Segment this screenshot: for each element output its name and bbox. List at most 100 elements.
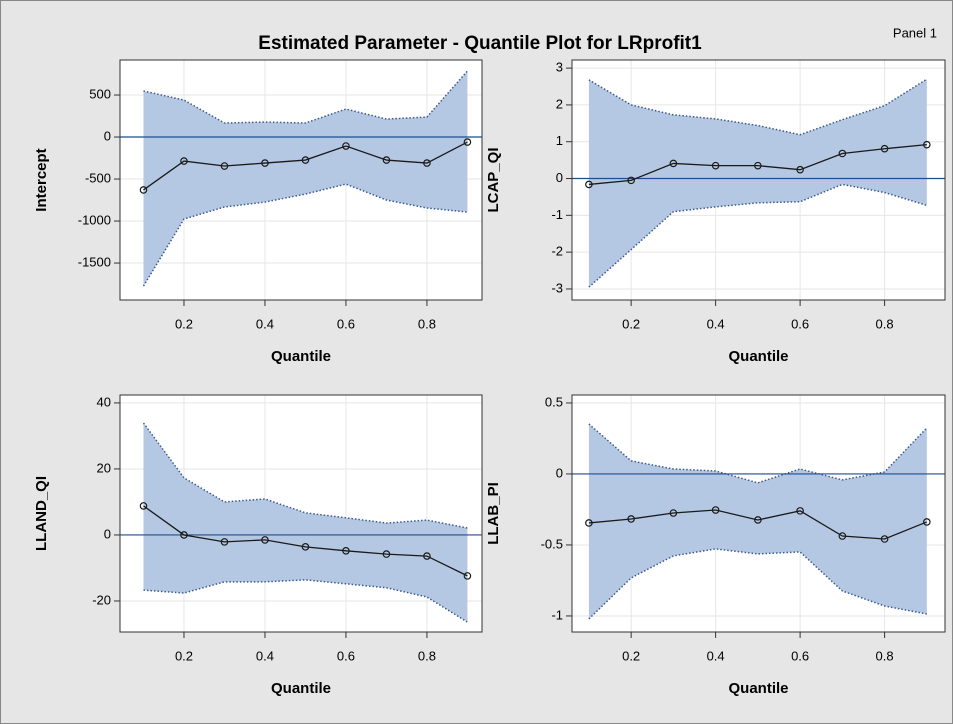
panel-label: Panel 1 (893, 25, 937, 40)
upper-limit (588, 423, 928, 484)
y-axis-label: LCAP_QI (485, 147, 502, 212)
estimate-marker (261, 159, 269, 167)
x-tick-label: 0.8 (418, 648, 436, 663)
y-tick-label: 2 (556, 96, 563, 111)
x-axis-label: Quantile (271, 348, 331, 365)
x-axis-label: Quantile (271, 680, 331, 697)
estimate-marker (220, 538, 229, 546)
y-tick-label: -3 (551, 280, 563, 295)
estimate-marker (796, 507, 804, 515)
estimate-marker (627, 515, 635, 523)
y-tick-label: 500 (89, 86, 111, 101)
estimate-marker (342, 142, 350, 150)
y-tick-label: -20 (92, 592, 111, 607)
estimate-marker (382, 156, 391, 164)
y-tick-label: 1 (556, 133, 563, 148)
confidence-band (143, 423, 468, 623)
estimate-line (588, 144, 927, 186)
confidence-band (588, 423, 927, 619)
x-tick-label: 0.8 (876, 648, 894, 663)
estimate-marker (342, 546, 350, 555)
y-tick-label: -1 (551, 607, 563, 622)
estimate-marker (711, 506, 720, 514)
estimate-marker (880, 535, 889, 543)
x-tick-label: 0.2 (175, 316, 193, 331)
y-tick-label: 20 (97, 460, 111, 475)
y-tick-label: -2 (551, 244, 563, 259)
x-axis-label: Quantile (728, 680, 788, 697)
x-tick-label: 0.4 (256, 316, 274, 331)
estimate-marker (180, 157, 188, 165)
upper-limit (588, 78, 928, 136)
x-tick-label: 0.8 (418, 316, 436, 331)
estimate-marker (796, 165, 804, 174)
x-axis-label: Quantile (728, 348, 788, 365)
estimate-marker (838, 149, 847, 158)
estimate-marker (301, 543, 310, 551)
y-tick-label: -1500 (78, 254, 111, 269)
estimate-marker (880, 144, 889, 153)
estimate-marker (261, 536, 269, 544)
y-tick-label: 3 (556, 60, 563, 75)
estimate-marker (754, 516, 762, 524)
y-tick-label: 0 (104, 526, 111, 541)
estimate-marker (423, 159, 431, 167)
estimate-marker (180, 531, 188, 539)
y-axis-label: Intercept (33, 148, 50, 211)
estimate-marker (139, 502, 148, 510)
plot-frame (119, 59, 483, 301)
x-tick-label: 0.6 (337, 648, 355, 663)
y-tick-label: -0.5 (541, 536, 563, 551)
y-tick-label: -1000 (78, 212, 111, 227)
y-tick-label: 40 (97, 394, 111, 409)
y-axis-label: LLAND_QI (33, 476, 50, 551)
y-tick-label: 0 (104, 128, 111, 143)
x-tick-label: 0.8 (876, 316, 894, 331)
estimate-marker (463, 138, 472, 146)
y-tick-label: 0.5 (545, 394, 563, 409)
estimate-marker (711, 161, 720, 170)
estimate-marker (139, 186, 148, 194)
estimate-marker (754, 161, 762, 170)
chart-title: Estimated Parameter - Quantile Plot for … (258, 33, 702, 54)
estimate-marker (838, 532, 847, 540)
estimate-line (143, 505, 468, 577)
confidence-band (143, 71, 468, 287)
estimate-marker (463, 572, 472, 580)
estimate-line (588, 509, 928, 540)
y-tick-label: 0 (556, 465, 563, 480)
x-tick-label: 0.2 (622, 316, 640, 331)
plot-frame (571, 394, 946, 633)
x-tick-label: 0.2 (175, 648, 193, 663)
x-tick-label: 0.6 (337, 316, 355, 331)
estimate-marker (923, 140, 931, 149)
estimate-marker (585, 180, 593, 189)
x-tick-label: 0.6 (791, 648, 809, 663)
x-tick-label: 0.6 (791, 316, 809, 331)
lower-limit (142, 183, 468, 287)
x-tick-label: 0.2 (622, 648, 640, 663)
confidence-band (588, 79, 927, 288)
y-tick-label: -1 (551, 207, 563, 222)
estimate-marker (301, 156, 310, 164)
estimate-marker (669, 509, 678, 517)
estimate-marker (627, 176, 635, 185)
plot-frame (119, 394, 483, 633)
estimate-marker (923, 518, 931, 526)
upper-limit (143, 70, 468, 124)
y-tick-label: 0 (556, 170, 563, 185)
estimate-line (143, 141, 468, 191)
estimate-marker (220, 162, 229, 170)
estimate-marker (585, 519, 593, 527)
x-tick-label: 0.4 (707, 316, 725, 331)
y-tick-label: -500 (85, 170, 111, 185)
lower-limit (588, 548, 927, 620)
x-tick-label: 0.4 (256, 648, 274, 663)
y-axis-label: LLAB_PI (485, 482, 502, 545)
plot-frame (571, 59, 946, 301)
estimate-marker (382, 550, 391, 558)
x-tick-label: 0.4 (707, 648, 725, 663)
estimate-marker (669, 159, 678, 168)
estimate-marker (423, 552, 431, 560)
